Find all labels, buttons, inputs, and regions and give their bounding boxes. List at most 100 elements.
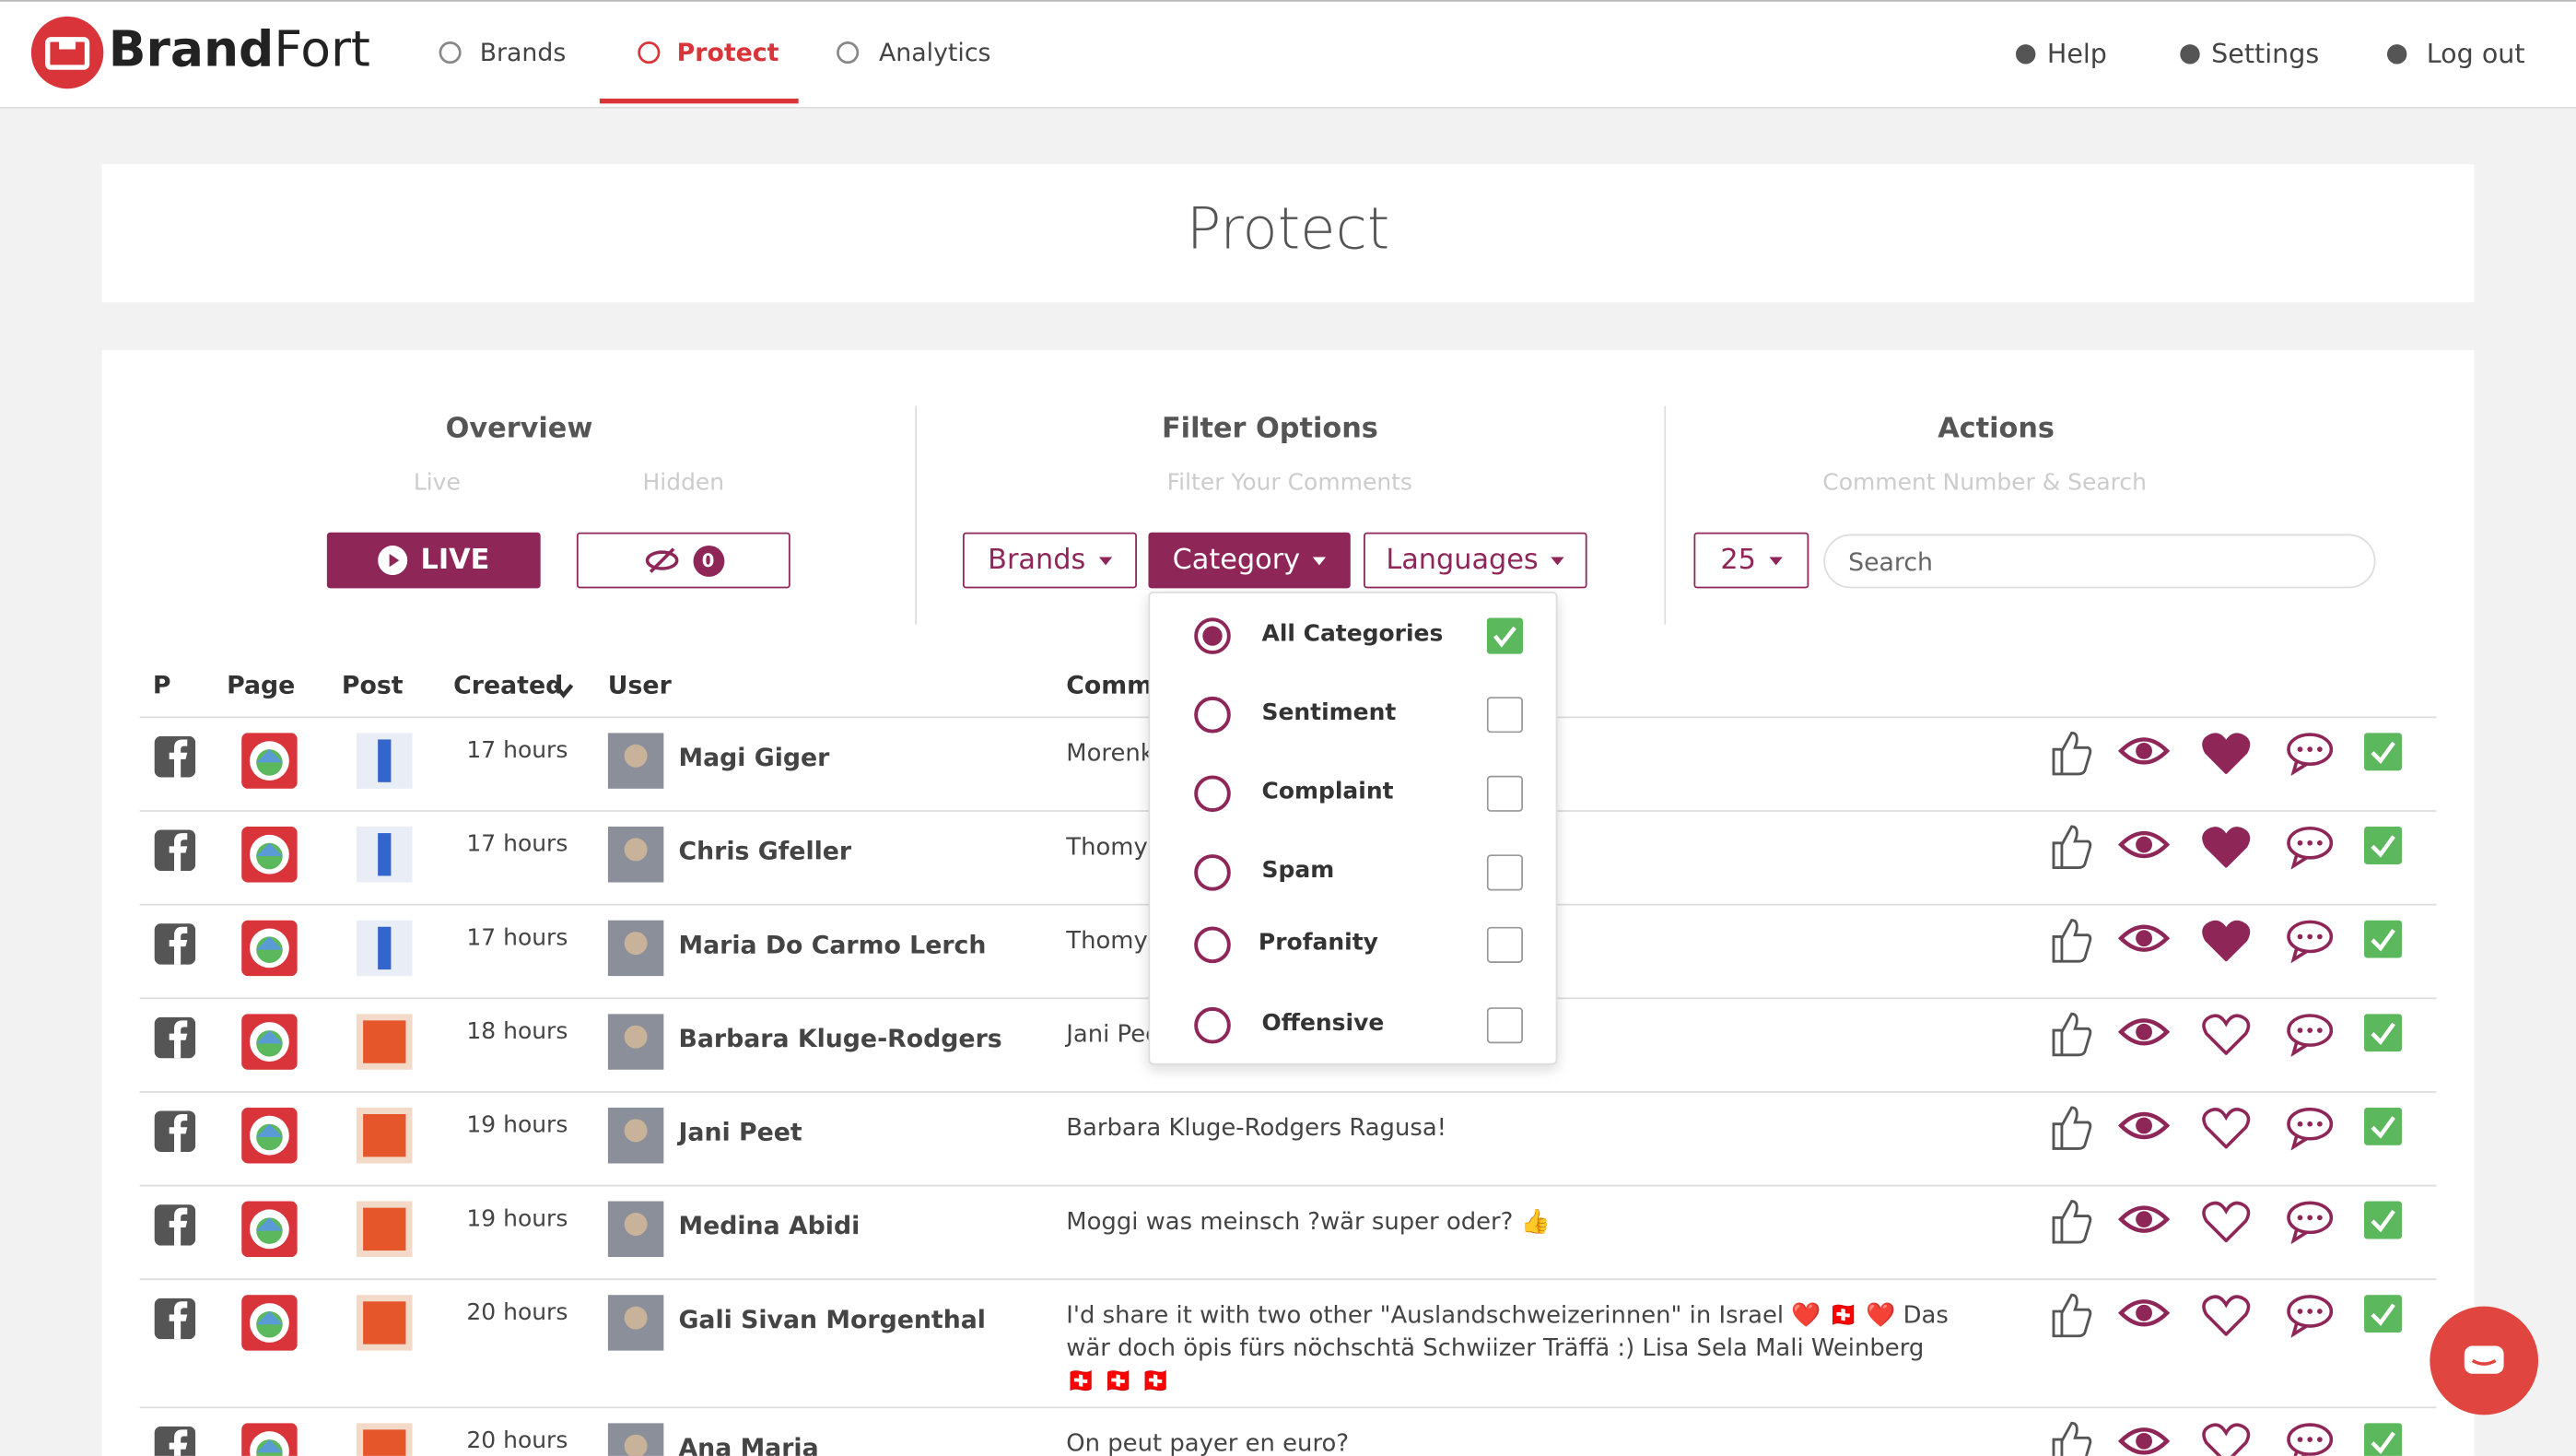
category-label[interactable]: Profanity xyxy=(1258,930,1378,957)
category-checkbox[interactable] xyxy=(1486,926,1524,963)
reply-button[interactable] xyxy=(2285,919,2334,964)
view-button[interactable] xyxy=(2117,733,2171,769)
approve-check[interactable] xyxy=(2364,1295,2403,1333)
category-checkbox[interactable] xyxy=(1486,775,1524,812)
heart-button[interactable] xyxy=(2201,732,2251,775)
section-title: Filter Options xyxy=(1161,412,1378,446)
like-button[interactable] xyxy=(2047,1290,2093,1339)
view-button[interactable] xyxy=(2117,1014,2171,1050)
category-label[interactable]: Sentiment xyxy=(1261,699,1397,727)
user-avatar-svg xyxy=(607,1295,664,1351)
count-value: 25 xyxy=(1720,544,1756,577)
user-name[interactable]: Gali Sivan Morgenthal xyxy=(678,1304,986,1334)
view-button[interactable] xyxy=(2117,921,2171,957)
nav-item[interactable]: Analytics xyxy=(879,38,991,68)
nav-right-item[interactable]: Help xyxy=(2046,38,2107,69)
reply-button[interactable] xyxy=(2285,1421,2334,1456)
heart-button[interactable] xyxy=(2201,1106,2251,1150)
like-button[interactable] xyxy=(2047,728,2093,777)
user-avatar xyxy=(607,1107,664,1164)
approve-check[interactable] xyxy=(2364,826,2403,864)
view-button-svg xyxy=(2117,1427,2171,1455)
count-select[interactable]: 25 xyxy=(1693,532,1809,589)
reply-button[interactable] xyxy=(2285,825,2334,870)
hidden-button[interactable]: 0 xyxy=(576,532,790,589)
reply-button[interactable] xyxy=(2285,1293,2334,1338)
like-button[interactable] xyxy=(2047,1009,2093,1058)
nav-item[interactable]: Brands xyxy=(479,38,567,68)
category-checkbox[interactable] xyxy=(1486,617,1524,654)
user-name[interactable]: Maria Do Carmo Lerch xyxy=(678,930,987,960)
view-button[interactable] xyxy=(2117,1108,2171,1144)
approve-check[interactable] xyxy=(2364,1014,2403,1052)
filter-button[interactable]: Languages xyxy=(1364,532,1587,589)
post-thumbnail-svg xyxy=(356,920,413,977)
post-thumbnail xyxy=(356,1107,413,1164)
user-name[interactable]: Barbara Kluge-Rodgers xyxy=(678,1023,1002,1054)
user-name[interactable]: Ana Maria xyxy=(678,1432,819,1456)
view-button[interactable] xyxy=(2117,1423,2171,1456)
live-button[interactable]: LIVE xyxy=(326,532,541,589)
user-name[interactable]: Magi Giger xyxy=(678,743,830,773)
filter-button[interactable]: Brands xyxy=(962,532,1137,589)
heart-button[interactable] xyxy=(2201,1200,2251,1243)
heart-button[interactable] xyxy=(2201,919,2251,962)
hidden-count: 0 xyxy=(692,545,724,577)
category-checkbox-svg xyxy=(1486,775,1524,812)
page-icon xyxy=(241,920,298,977)
nav-item[interactable]: Protect xyxy=(676,38,779,68)
reply-button[interactable] xyxy=(2285,732,2334,777)
filter-button[interactable]: Category xyxy=(1148,532,1351,589)
like-button[interactable] xyxy=(2047,1103,2093,1152)
reply-button[interactable] xyxy=(2285,1012,2334,1058)
page-icon xyxy=(241,1107,298,1164)
reply-button-svg xyxy=(2287,1295,2334,1338)
like-button-svg xyxy=(2052,1200,2092,1244)
category-checkbox[interactable] xyxy=(1486,697,1524,734)
approve-check[interactable] xyxy=(2364,1423,2403,1456)
approve-check-svg xyxy=(2364,1423,2403,1456)
approve-check[interactable] xyxy=(2364,1107,2403,1145)
like-button[interactable] xyxy=(2047,915,2093,964)
nav-active-bar xyxy=(599,98,799,104)
user-name[interactable]: Jani Peet xyxy=(678,1117,802,1147)
category-label[interactable]: Offensive xyxy=(1261,1010,1385,1038)
category-icon-svg xyxy=(1194,854,1231,891)
user-avatar-svg xyxy=(607,1014,664,1070)
user-name[interactable]: Medina Abidi xyxy=(678,1211,861,1241)
category-checkbox[interactable] xyxy=(1486,1007,1524,1044)
like-button[interactable] xyxy=(2047,1418,2093,1456)
category-label[interactable]: Spam xyxy=(1261,857,1335,885)
like-button[interactable] xyxy=(2047,822,2093,871)
view-button[interactable] xyxy=(2117,1202,2171,1238)
category-label[interactable]: Complaint xyxy=(1261,779,1394,805)
user-name[interactable]: Chris Gfeller xyxy=(678,836,852,866)
table-header: Post xyxy=(341,670,404,700)
category-checkbox[interactable] xyxy=(1486,854,1524,891)
reply-button[interactable] xyxy=(2285,1200,2334,1245)
facebook-icon xyxy=(154,1204,196,1246)
nav-right-item[interactable]: Log out xyxy=(2426,38,2525,69)
view-button[interactable] xyxy=(2117,1295,2171,1331)
page-icon-svg xyxy=(241,1107,298,1164)
chat-launcher[interactable] xyxy=(2429,1305,2540,1416)
heart-button[interactable] xyxy=(2201,1012,2251,1056)
view-button[interactable] xyxy=(2117,827,2171,863)
heart-button[interactable] xyxy=(2201,1293,2251,1337)
user-avatar xyxy=(607,733,664,789)
facebook-icon-svg xyxy=(154,1204,196,1246)
approve-check[interactable] xyxy=(2364,920,2403,958)
heart-button[interactable] xyxy=(2201,825,2251,869)
approve-check[interactable] xyxy=(2364,1201,2403,1239)
post-thumbnail-svg xyxy=(356,826,413,883)
approve-check[interactable] xyxy=(2364,733,2403,771)
reply-button[interactable] xyxy=(2285,1106,2334,1151)
heart-button[interactable] xyxy=(2201,1421,2251,1456)
category-label[interactable]: All Categories xyxy=(1261,621,1444,648)
like-button[interactable] xyxy=(2047,1196,2093,1245)
nav-right-item[interactable]: Settings xyxy=(2211,38,2320,69)
page-icon xyxy=(241,826,298,883)
search-box[interactable]: Search xyxy=(1823,534,2376,589)
page-icon xyxy=(241,733,298,789)
logo xyxy=(29,15,105,90)
